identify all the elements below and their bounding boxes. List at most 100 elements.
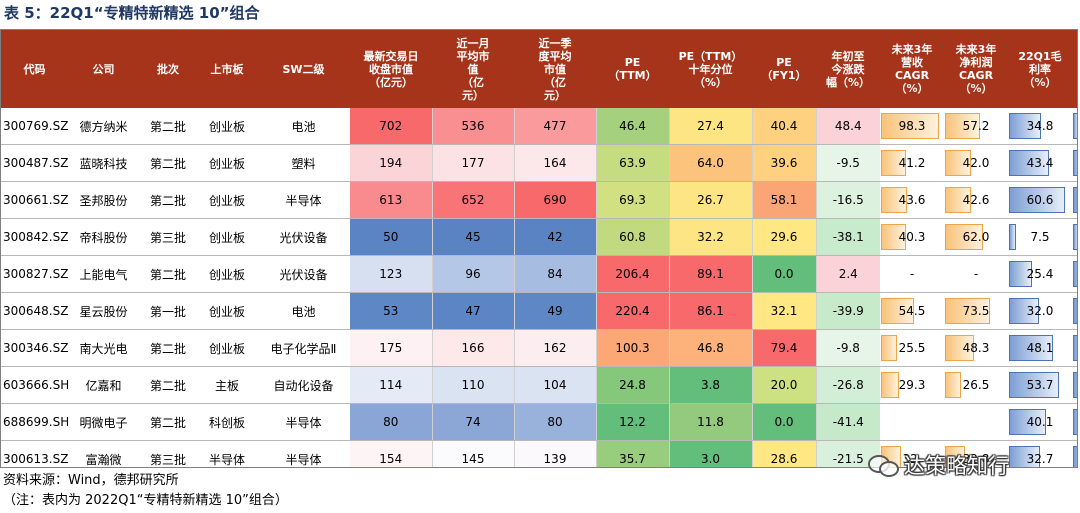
cell-qavg: 690 <box>513 181 596 219</box>
cell-mcap: 613 <box>350 181 432 219</box>
watermark-text: 达策略知行 <box>904 454 1009 478</box>
data-bar <box>945 335 974 361</box>
cell-name: 上能电气 <box>68 255 139 293</box>
cell-gm: 43.4 <box>1008 144 1072 182</box>
cell-mavg: 145 <box>431 440 514 467</box>
cell-rd: 13.2 <box>1072 366 1077 404</box>
cell-sector: 自动化设备 <box>257 366 350 404</box>
data-bar <box>1009 298 1039 324</box>
cell-qavg: 477 <box>513 108 596 145</box>
cell-rd: 9.0 <box>1072 403 1077 441</box>
cell-pct: 26.7 <box>668 181 752 219</box>
cell-batch: 第三批 <box>139 218 197 256</box>
data-bar <box>945 187 971 213</box>
cell-pe: 63.9 <box>595 144 669 182</box>
cell-value: 25.5 <box>898 341 926 355</box>
cell-np <box>944 403 1008 441</box>
data-bar <box>881 150 906 176</box>
cell-value: 32. <box>902 452 922 466</box>
data-bar <box>1009 224 1016 250</box>
header-board: 上市板 <box>197 30 257 108</box>
cell-mavg: 110 <box>431 366 514 404</box>
header-code: 代码 <box>1 30 68 108</box>
cell-value: 48.3 <box>962 341 990 355</box>
cell-name: 亿嘉和 <box>68 366 139 404</box>
cell-fy1: 39.6 <box>751 144 816 182</box>
cell-sector: 电子化学品Ⅱ <box>257 329 350 367</box>
cell-value: 29.3 <box>898 378 926 392</box>
cell-name: 星云股份 <box>68 292 139 330</box>
cell-pct: 86.1 <box>668 292 752 330</box>
cell-rev: 41.2 <box>880 144 944 182</box>
data-bar <box>945 298 990 324</box>
cell-code: 300842.SZ <box>1 218 68 256</box>
cell-value: 40.1 <box>1026 415 1054 429</box>
cell-np: 57.2 <box>944 108 1008 145</box>
cell-value: 54.5 <box>898 304 926 318</box>
cell-board: 创业板 <box>197 218 257 256</box>
cell-sector: 半导体 <box>257 181 350 219</box>
header-market-cap: 最新交易日 收盘市值 （亿元） <box>350 30 432 108</box>
cell-board: 创业板 <box>197 181 257 219</box>
portfolio-table: 代码 公司 批次 上市板 SW二级 最新交易日 收盘市值 （亿元） 近一月 平均市 值 （亿… <box>1 30 1077 467</box>
cell-gm: 60.6 <box>1008 181 1072 219</box>
cell-ytd: -9.8 <box>815 329 880 367</box>
data-bar <box>881 372 899 398</box>
cell-board: 科创板 <box>197 403 257 441</box>
header-sector: SW二级 <box>257 30 350 108</box>
cell-mcap: 154 <box>350 440 432 467</box>
cell-board: 半导体 <box>208 452 245 467</box>
data-bar <box>1073 298 1077 324</box>
cell-name: 明微电子 <box>68 403 139 441</box>
data-bar <box>1009 113 1041 139</box>
cell-ytd: 48.4 <box>815 108 880 145</box>
cell-code: 300346.SZ <box>1 329 68 367</box>
data-bar <box>945 113 980 139</box>
header-pe-percentile: PE（TTM） 十年分位 （%） <box>669 30 752 108</box>
cell-np: 42.6 <box>944 181 1008 219</box>
data-bar <box>1073 372 1077 398</box>
footnote: （注：表内为 2022Q1“专精特新精选 10”组合） <box>3 493 288 508</box>
cell-ytd: 2.4 <box>815 255 880 293</box>
cell-name: 南大光电 <box>68 329 139 367</box>
cell-fy1: 40.4 <box>751 108 816 145</box>
cell-rd: 3.1 <box>1072 218 1077 256</box>
cell-pct: 11.8 <box>668 403 752 441</box>
cell-value: 43.4 <box>1026 156 1054 170</box>
cell-pct: 64.0 <box>668 144 752 182</box>
cell-fy1: 58.1 <box>751 181 816 219</box>
cell-ytd: -26.8 <box>815 366 880 404</box>
cell-value: 62.0 <box>962 230 990 244</box>
cell-code: 300769.SZ <box>1 108 68 145</box>
cell-pct: 27.4 <box>668 108 752 145</box>
cell-rev: 98.3 <box>880 108 944 145</box>
cell-np: 62.0 <box>944 218 1008 256</box>
cell-code: 688699.SH <box>1 403 68 441</box>
data-bar <box>1009 446 1040 467</box>
cell-value: 98.3 <box>898 119 926 133</box>
data-bar <box>945 372 961 398</box>
cell-rev: 25.5 <box>880 329 944 367</box>
cell-qavg: 139 <box>513 440 596 467</box>
cell-mavg: 166 <box>431 329 514 367</box>
header-company: 公司 <box>68 30 139 108</box>
cell-mcap: 114 <box>350 366 432 404</box>
cell-value: 57.2 <box>962 119 990 133</box>
cell-value: 43.6 <box>898 193 926 207</box>
cell-board: 创业板 <box>197 329 257 367</box>
cell-rd: 5.5 <box>1072 144 1077 182</box>
cell-sector: 光伏设备 <box>257 255 350 293</box>
data-bar <box>1073 446 1077 467</box>
cell-gm: 40.1 <box>1008 403 1072 441</box>
cell-rd: 8.5 <box>1072 255 1077 293</box>
cell-code: 603666.SH <box>1 366 68 404</box>
cell-pct: 46.8 <box>668 329 752 367</box>
data-bar <box>881 113 939 139</box>
cell-rd: 12.0 <box>1072 441 1077 467</box>
cell-code: 300648.SZ <box>1 292 68 330</box>
portfolio-table-container: 代码 公司 批次 上市板 SW二级 最新交易日 收盘市值 （亿元） 近一月 平均市 值 （亿… <box>0 29 1078 468</box>
cell-gm: 25.4 <box>1008 255 1072 293</box>
cell-sector: 半导体 <box>285 452 322 467</box>
cell-value: - <box>909 267 915 281</box>
cell-mcap: 50 <box>350 218 432 256</box>
